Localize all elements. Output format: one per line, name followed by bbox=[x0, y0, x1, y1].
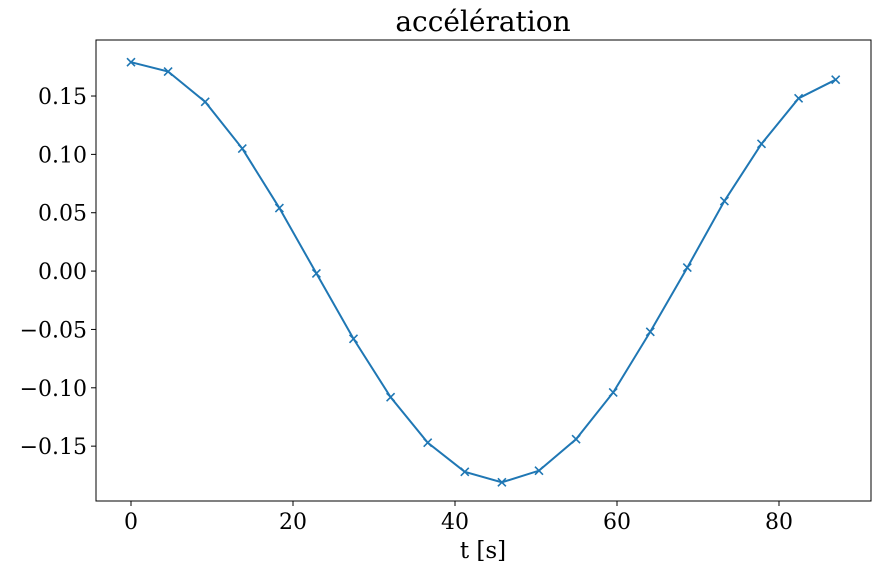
marker bbox=[682, 263, 692, 273]
y-tick-label: −0.10 bbox=[20, 377, 87, 402]
line bbox=[130, 61, 837, 484]
marker bbox=[126, 57, 136, 67]
marker bbox=[200, 97, 210, 107]
y-tick-label: −0.05 bbox=[20, 318, 87, 343]
marker bbox=[274, 203, 284, 213]
marker bbox=[608, 387, 618, 398]
x-axis-label: t [s] bbox=[460, 538, 506, 564]
y-tick-label: 0.05 bbox=[38, 202, 87, 227]
y-tick-label: 0.15 bbox=[38, 85, 87, 110]
marker bbox=[719, 196, 729, 206]
y-tick-label: 0.10 bbox=[38, 143, 87, 168]
marker bbox=[423, 438, 433, 448]
x-tick-label: 60 bbox=[603, 510, 631, 535]
marker bbox=[571, 434, 581, 444]
marker bbox=[460, 467, 470, 477]
y-tick-label: −0.15 bbox=[20, 435, 87, 460]
marker bbox=[237, 143, 247, 154]
marker bbox=[386, 392, 396, 402]
marker bbox=[645, 327, 655, 337]
marker bbox=[756, 139, 767, 149]
marker bbox=[311, 268, 321, 278]
x-tick-label: 80 bbox=[765, 510, 793, 535]
marker bbox=[497, 477, 507, 487]
y-tick-label: 0.00 bbox=[38, 260, 87, 285]
marker bbox=[534, 466, 544, 476]
marker bbox=[348, 334, 359, 344]
x-tick-label: 20 bbox=[279, 510, 307, 535]
marker bbox=[794, 93, 804, 103]
plot-frame bbox=[95, 39, 872, 502]
x-tick-label: 0 bbox=[124, 510, 138, 535]
marker bbox=[163, 66, 173, 77]
marker bbox=[831, 75, 841, 85]
chart-title: accélération bbox=[395, 5, 570, 38]
x-tick-label: 40 bbox=[441, 510, 469, 535]
